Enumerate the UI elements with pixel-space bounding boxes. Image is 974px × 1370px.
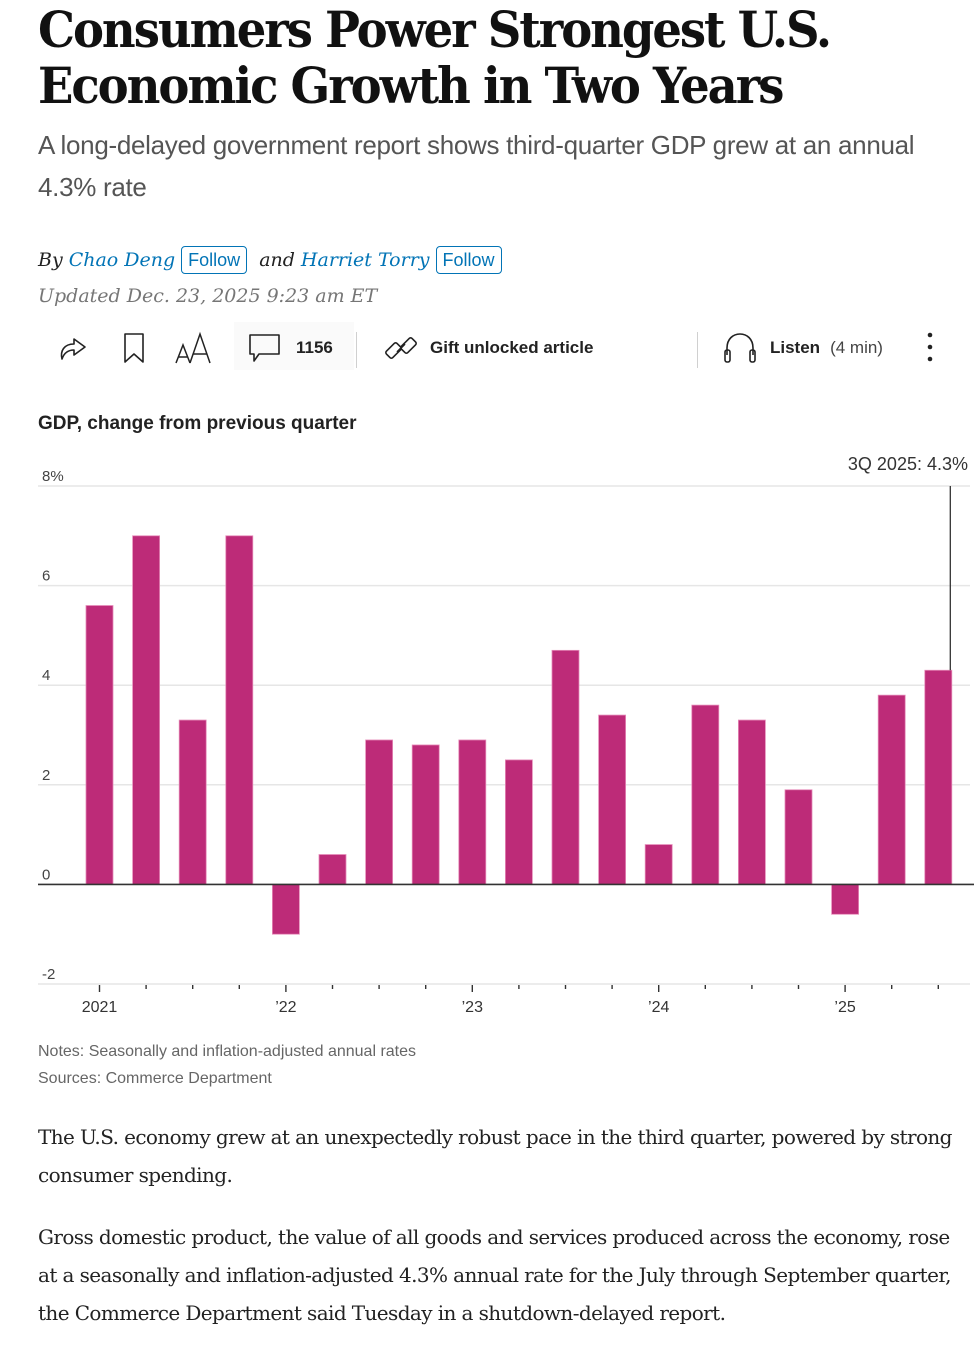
listen-duration: (4 min) (830, 338, 883, 357)
bar-4q-2022 (411, 744, 440, 885)
bar-4q-2021 (225, 535, 254, 885)
article: Consumers Power Strongest U.S. Economic … (38, 0, 974, 1325)
bar-1q-2024 (644, 844, 673, 885)
bar-2q-2022 (318, 854, 347, 885)
link-icon (384, 331, 418, 365)
x-tick-label: ’23 (462, 999, 483, 1016)
body-paragraph: The U.S. economy grew at an unexpectedly… (38, 1125, 952, 1187)
follow-button[interactable]: Follow (435, 246, 502, 274)
bookmark-icon (122, 332, 146, 364)
bar-1q-2021 (85, 605, 114, 885)
comment-bubble-icon (248, 332, 282, 364)
listen-button[interactable]: Listen (4 min) (722, 322, 883, 374)
bar-4q-2023 (598, 714, 626, 885)
byline-prefix: By (38, 249, 63, 271)
chart-title: GDP, change from previous quarter (38, 413, 357, 434)
x-tick-label: 2021 (82, 999, 118, 1016)
gdp-bar-chart: 8% 6 4 2 0 -2 2021 ’22 ’23 ’24 ’25 3Q 2025: 4.3% (38, 454, 974, 1016)
headphones-icon (722, 331, 758, 365)
byline: By Chao Deng Follow and Harriet Torry Fo… (38, 246, 502, 274)
comments-background (234, 322, 354, 370)
y-tick-label: 4 (42, 667, 50, 684)
article-toolbar: 1156 Gift unlocked article Listen (4 min… (38, 322, 968, 374)
byline-joiner: and (259, 249, 295, 271)
text-size-button[interactable] (174, 322, 214, 374)
y-tick-label: 2 (42, 767, 50, 784)
article-body: The U.S. economy grew at an unexpectedly… (38, 1118, 968, 1356)
chart-notes-text: Notes: Seasonally and inflation-adjusted… (38, 1043, 417, 1060)
more-vertical-icon (922, 331, 938, 365)
bar-1q-2022 (271, 883, 300, 935)
y-tick-label: 8% (42, 468, 64, 485)
bar-4q-2024 (784, 789, 813, 885)
toolbar-divider (356, 332, 357, 368)
author-link[interactable]: Harriet Torry (300, 249, 430, 271)
x-tick-label: ’22 (275, 999, 296, 1016)
share-button[interactable] (56, 322, 90, 374)
chart-notes: Notes: Seasonally and inflation-adjusted… (38, 1038, 416, 1092)
y-tick-label: 6 (42, 568, 50, 585)
headline: Consumers Power Strongest U.S. Economic … (38, 0, 832, 115)
toolbar-divider (697, 332, 698, 368)
comments-button[interactable]: 1156 (248, 322, 333, 374)
gift-article-button[interactable]: Gift unlocked article (384, 322, 593, 374)
bar-3q-2025 (924, 669, 953, 885)
listen-label: Listen (770, 338, 821, 357)
comments-count: 1156 (296, 338, 333, 357)
bar-2q-2023 (504, 759, 533, 885)
save-button[interactable] (122, 322, 146, 374)
bar-3q-2023 (551, 649, 580, 885)
bar-3q-2021 (178, 719, 207, 885)
chart-sources-text: Sources: Commerce Department (38, 1070, 272, 1087)
share-arrow-icon (56, 333, 90, 363)
gift-article-label: Gift unlocked article (430, 338, 594, 357)
bar-1q-2025 (831, 883, 859, 915)
dek: A long-delayed government report shows t… (38, 130, 915, 202)
bar-3q-2024 (738, 719, 766, 885)
x-tick-label: ’25 (834, 999, 855, 1016)
bar-2q-2024 (691, 704, 720, 885)
bar-2q-2025 (877, 694, 906, 885)
bar-1q-2023 (458, 739, 487, 885)
updated-timestamp: Updated Dec. 23, 2025 9:23 am ET (38, 285, 378, 307)
follow-button[interactable]: Follow (181, 246, 248, 274)
bar-2q-2021 (132, 535, 160, 885)
bar-3q-2022 (365, 739, 394, 885)
author-link[interactable]: Chao Deng (68, 249, 176, 271)
text-size-icon (174, 331, 214, 365)
body-paragraph: Gross domestic product, the value of all… (38, 1225, 951, 1325)
y-tick-label: 0 (42, 866, 50, 883)
x-tick-label: ’24 (648, 999, 669, 1016)
y-tick-label: -2 (42, 966, 55, 983)
more-options-button[interactable] (922, 322, 938, 374)
annotation-label: 3Q 2025: 4.3% (848, 454, 968, 474)
